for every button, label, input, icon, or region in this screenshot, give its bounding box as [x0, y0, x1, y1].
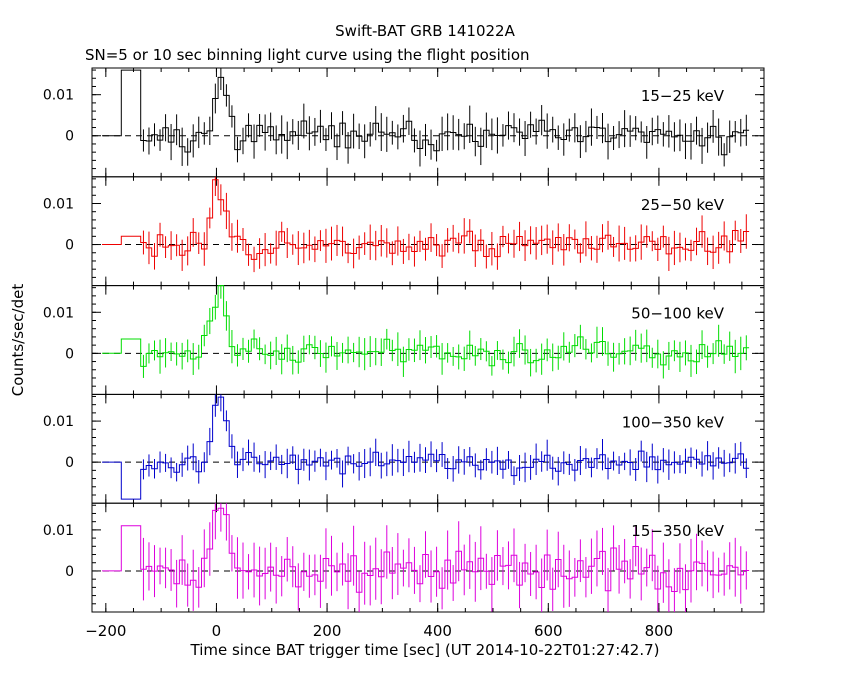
panel-4: 0 0.01 100−350 keV: [43, 393, 765, 504]
x-tick-label: 400: [423, 622, 452, 640]
panel-1: 0 0.01 15−25 keV: [43, 67, 765, 178]
y-tick-label: 0: [65, 129, 74, 145]
series-label: 50−100 keV: [631, 305, 724, 323]
panel-2: 0 0.01 25−50 keV: [43, 176, 765, 287]
y-tick-label: 0.01: [43, 523, 74, 539]
y-tick-label: 0.01: [43, 88, 74, 104]
y-tick-label: 0.01: [43, 305, 74, 321]
x-tick-label: 600: [534, 622, 563, 640]
x-tick-label: 200: [313, 622, 342, 640]
series-line: [102, 69, 750, 156]
series-label: 15−25 keV: [641, 87, 725, 105]
chart-subtitle: SN=5 or 10 sec binning light curve using…: [85, 46, 530, 64]
y-tick-label: 0.01: [43, 414, 74, 430]
panels: 0 0.01 15−25 keV 0 0.01 25−50 keV 0 0.01 50−100 …: [43, 67, 765, 640]
series-line: [102, 179, 750, 260]
x-tick-label: 0: [212, 622, 222, 640]
x-axis-label: Time since BAT trigger time [sec] (UT 20…: [190, 641, 660, 659]
y-tick-label: 0: [65, 346, 74, 362]
series-line: [102, 285, 750, 367]
series-label: 15−350 keV: [631, 522, 724, 540]
y-axis-label: Counts/sec/det: [9, 284, 27, 397]
chart-title: Swift-BAT GRB 141022A: [335, 22, 515, 40]
y-tick-label: 0: [65, 564, 74, 580]
y-tick-label: 0.01: [43, 196, 74, 212]
x-tick-label: 800: [645, 622, 674, 640]
series-label: 100−350 keV: [622, 413, 725, 431]
y-tick-label: 0: [65, 455, 74, 471]
series-label: 25−50 keV: [641, 196, 725, 214]
series-line: [102, 507, 750, 593]
x-tick-label: −200: [85, 622, 126, 640]
series-line: [102, 396, 750, 500]
y-tick-label: 0: [65, 238, 74, 254]
panel-5: 0 0.01 15−350 keV: [43, 502, 765, 613]
panel-frame: [91, 502, 765, 613]
panel-3: 0 0.01 50−100 keV: [43, 285, 765, 395]
